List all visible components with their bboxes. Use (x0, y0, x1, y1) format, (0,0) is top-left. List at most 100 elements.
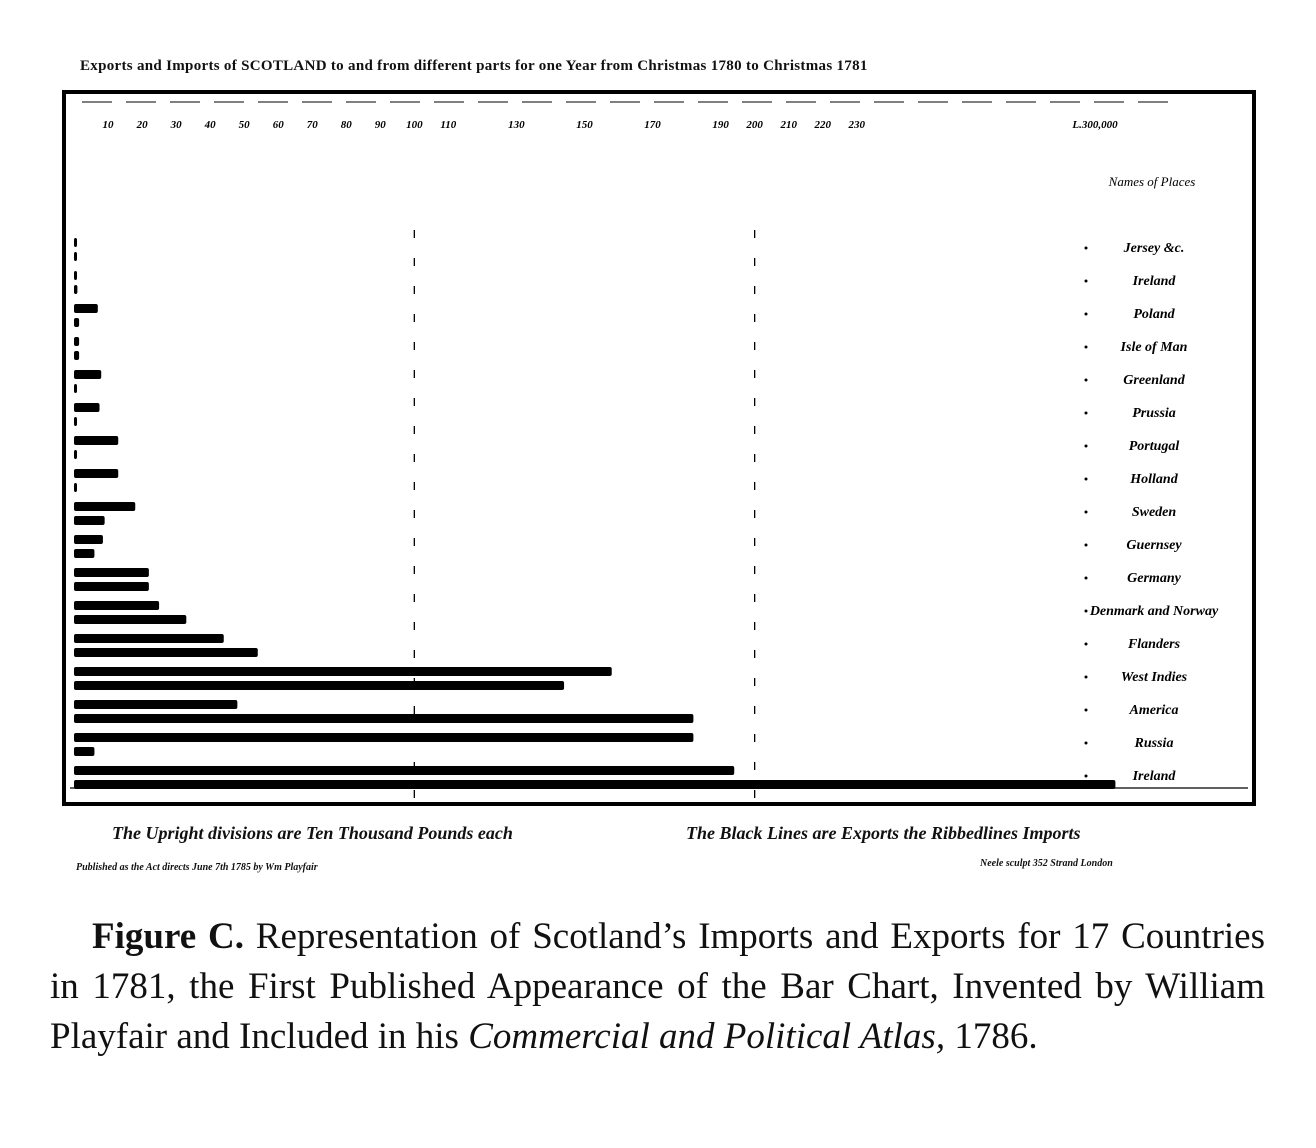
category-label: Isle of Man (1120, 340, 1188, 355)
axis-header: Names of Places (1108, 174, 1196, 189)
import-bar (74, 252, 77, 261)
footnote-left: The Upright divisions are Ten Thousand P… (112, 823, 513, 843)
import-bar (74, 417, 77, 426)
category-label: Sweden (1132, 505, 1177, 520)
category-label: Portugal (1129, 439, 1180, 454)
publisher-left: Published as the Act directs June 7th 17… (76, 862, 318, 873)
import-bar (74, 681, 565, 690)
export-bar (74, 436, 119, 445)
import-bar (74, 648, 258, 657)
export-bar (74, 469, 119, 478)
x-tick-label: 10 (103, 119, 115, 131)
export-bar (74, 238, 77, 247)
category-label: Poland (1133, 307, 1175, 322)
category-label: Jersey &c. (1123, 241, 1185, 256)
x-tick-label: 100 (406, 119, 423, 131)
category-label: Ireland (1132, 769, 1177, 784)
import-bar (74, 318, 80, 327)
category-label: America (1129, 703, 1179, 718)
x-tick-label: 220 (813, 119, 831, 131)
category-label: Germany (1127, 571, 1181, 586)
export-bar (74, 766, 735, 775)
footnote-right: The Black Lines are Exports the Ribbedli… (686, 823, 1081, 843)
category-label: Flanders (1127, 637, 1181, 652)
x-tick-label: 110 (440, 119, 456, 131)
x-tick-label: 170 (644, 119, 661, 131)
label-dot (1084, 642, 1088, 646)
caption-text-end: 1786. (945, 1016, 1038, 1057)
x-tick-label: 130 (508, 119, 525, 131)
label-dot (1084, 477, 1088, 481)
import-bar (74, 450, 77, 459)
category-label: Ireland (1132, 274, 1177, 289)
x-tick-label: 60 (273, 119, 285, 131)
export-bar (74, 370, 102, 379)
x-tick-label: 70 (307, 119, 319, 131)
import-bar (74, 483, 77, 492)
import-bar (74, 351, 80, 360)
import-bar (74, 582, 149, 591)
x-tick-label: 20 (136, 119, 149, 131)
x-tick-label: 90 (375, 119, 387, 131)
x-tick-label: 200 (745, 119, 763, 131)
export-bar (74, 634, 224, 643)
export-bar (74, 700, 238, 709)
caption-text: Representation of Scotland’s Imports and… (50, 916, 1266, 1057)
label-dot (1084, 774, 1088, 778)
category-label: Russia (1134, 736, 1174, 751)
x-tick-label: 80 (341, 119, 353, 131)
label-dot (1084, 345, 1088, 349)
label-dot (1084, 543, 1088, 547)
label-dot (1084, 510, 1088, 514)
label-dot (1084, 576, 1088, 580)
category-label: Guernsey (1126, 538, 1182, 553)
category-label: Holland (1129, 472, 1178, 487)
label-dot (1084, 675, 1088, 679)
x-tick-label: 40 (204, 119, 217, 131)
label-dot (1084, 279, 1088, 283)
caption-italic-title: Commercial and Political Atlas, (468, 1016, 946, 1057)
bar-chart: 10 20 30 40 50 60 70 80 90 100 110 130 150 170 190 200 2… (70, 101, 1248, 798)
x-tick-label: 30 (170, 119, 183, 131)
label-dot (1084, 411, 1088, 415)
export-bar (74, 271, 77, 280)
figure-caption: Figure C. Representation of Scotland’s I… (50, 912, 1265, 1062)
export-bar (74, 733, 694, 742)
import-bar (74, 615, 187, 624)
x-tick-label: 230 (848, 119, 866, 131)
x-tick-label: 210 (779, 119, 797, 131)
import-bar (74, 714, 694, 723)
label-dot (1084, 378, 1088, 382)
x-tick-label: 150 (576, 119, 593, 131)
import-bar (74, 516, 105, 525)
category-label: West Indies (1121, 670, 1188, 685)
export-bar (74, 403, 100, 412)
import-bar (74, 285, 78, 294)
category-label: Prussia (1132, 406, 1176, 421)
chart-title: Exports and Imports of SCOTLAND to and f… (80, 58, 868, 74)
import-bar (74, 747, 95, 756)
export-bar (74, 568, 149, 577)
publisher-right: Neele sculpt 352 Strand London (980, 858, 1113, 869)
import-bar (74, 780, 1116, 789)
label-dot (1084, 312, 1088, 316)
x-tick-label: L.300,000 (1071, 119, 1118, 131)
export-bar (74, 304, 98, 313)
export-bar (74, 601, 160, 610)
label-dot (1084, 708, 1088, 712)
label-dot (1084, 741, 1088, 745)
export-bar (74, 667, 612, 676)
label-dot (1084, 246, 1088, 250)
export-bar (74, 337, 80, 346)
import-bar (74, 549, 95, 558)
label-dot (1084, 609, 1088, 613)
x-tick-label: 190 (712, 119, 729, 131)
import-bar (74, 384, 77, 393)
x-tick-label: 50 (239, 119, 251, 131)
category-label: Greenland (1123, 373, 1185, 388)
export-bar (74, 502, 136, 511)
caption-lead: Figure C. (92, 916, 244, 957)
label-dot (1084, 444, 1088, 448)
export-bar (74, 535, 103, 544)
category-label: Denmark and Norway (1089, 604, 1219, 619)
